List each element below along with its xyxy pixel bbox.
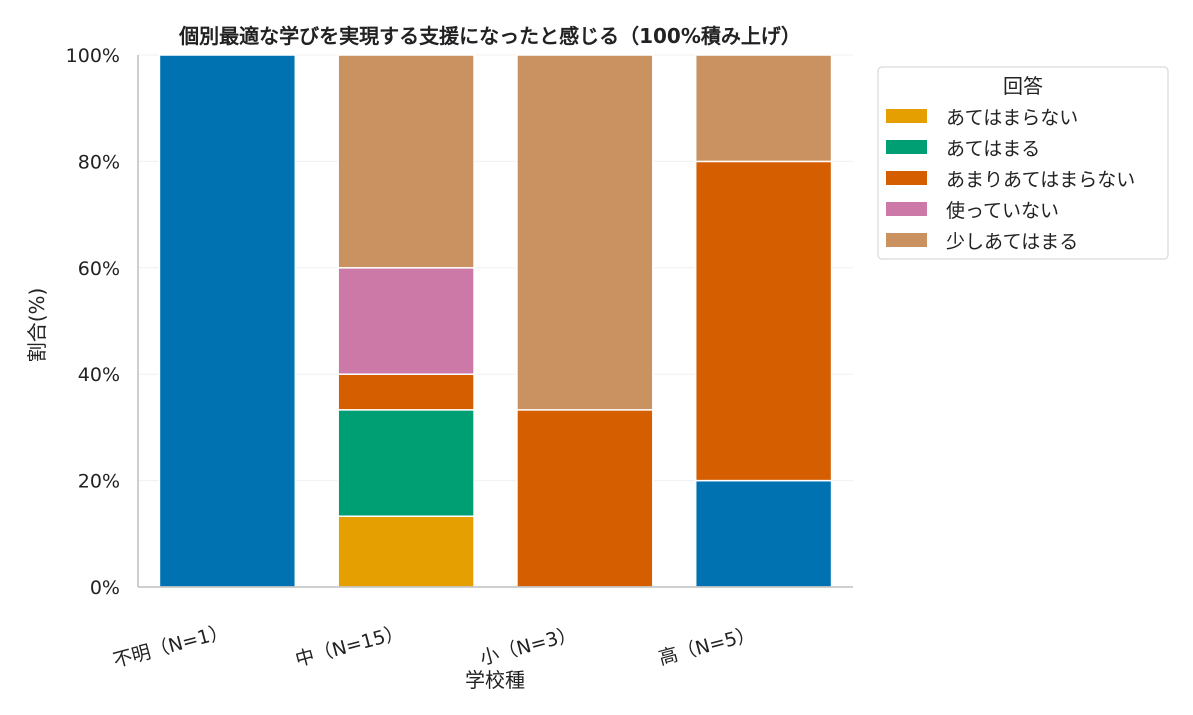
legend-label: あてはまる: [946, 138, 1040, 160]
y-axis-title: 割合(%): [25, 288, 49, 363]
bar-segment: [694, 479, 833, 588]
x-tick-label: 不明（N=1）: [111, 620, 231, 672]
legend-swatch: [886, 171, 927, 185]
legend-title: 回答: [1003, 74, 1043, 98]
x-axis-title: 学校種: [465, 668, 525, 692]
bar-segment: [337, 267, 475, 375]
bar-segment: [337, 373, 475, 411]
bar-segment: [516, 54, 654, 411]
y-tick-label: 20%: [78, 471, 120, 493]
y-tick-label: 100%: [66, 45, 120, 67]
legend-label: あまりあてはまらない: [946, 169, 1135, 191]
x-tick-label: 小（N=3）: [478, 623, 580, 670]
legend-label: あてはまらない: [946, 107, 1078, 129]
bar-segment: [694, 54, 833, 163]
bar-segment: [516, 409, 654, 588]
bar-segment: [158, 54, 297, 588]
x-tick-label: 中（N=15）: [293, 621, 406, 671]
y-tick-labels: 0% 20% 40% 60% 80% 100%: [66, 45, 120, 599]
legend-swatch: [886, 233, 927, 247]
bar-segment: [337, 54, 475, 269]
chart-title: 個別最適な学びを実現する支援になったと感じる（100%積み上げ）: [178, 24, 801, 48]
x-tick-labels: 不明（N=1） 中（N=15） 小（N=3） 高（N=5）: [111, 620, 758, 672]
bars: [158, 54, 833, 588]
legend-swatch: [886, 140, 927, 154]
y-tick-label: 80%: [78, 151, 120, 173]
x-tick-label: 高（N=5）: [656, 623, 758, 670]
bar-segment: [337, 409, 475, 517]
legend-swatch: [886, 202, 927, 216]
y-tick-label: 40%: [78, 364, 120, 386]
bar-segment: [694, 160, 833, 482]
bar-segment: [337, 515, 475, 588]
legend-frame: [877, 66, 1169, 260]
axes: [137, 55, 853, 588]
y-tick-label: 0%: [90, 577, 120, 599]
legend-label: 使っていない: [946, 200, 1059, 222]
legend-swatch: [886, 109, 927, 123]
legend-label: 少しあてはまる: [946, 231, 1078, 253]
y-tick-label: 60%: [78, 258, 120, 280]
